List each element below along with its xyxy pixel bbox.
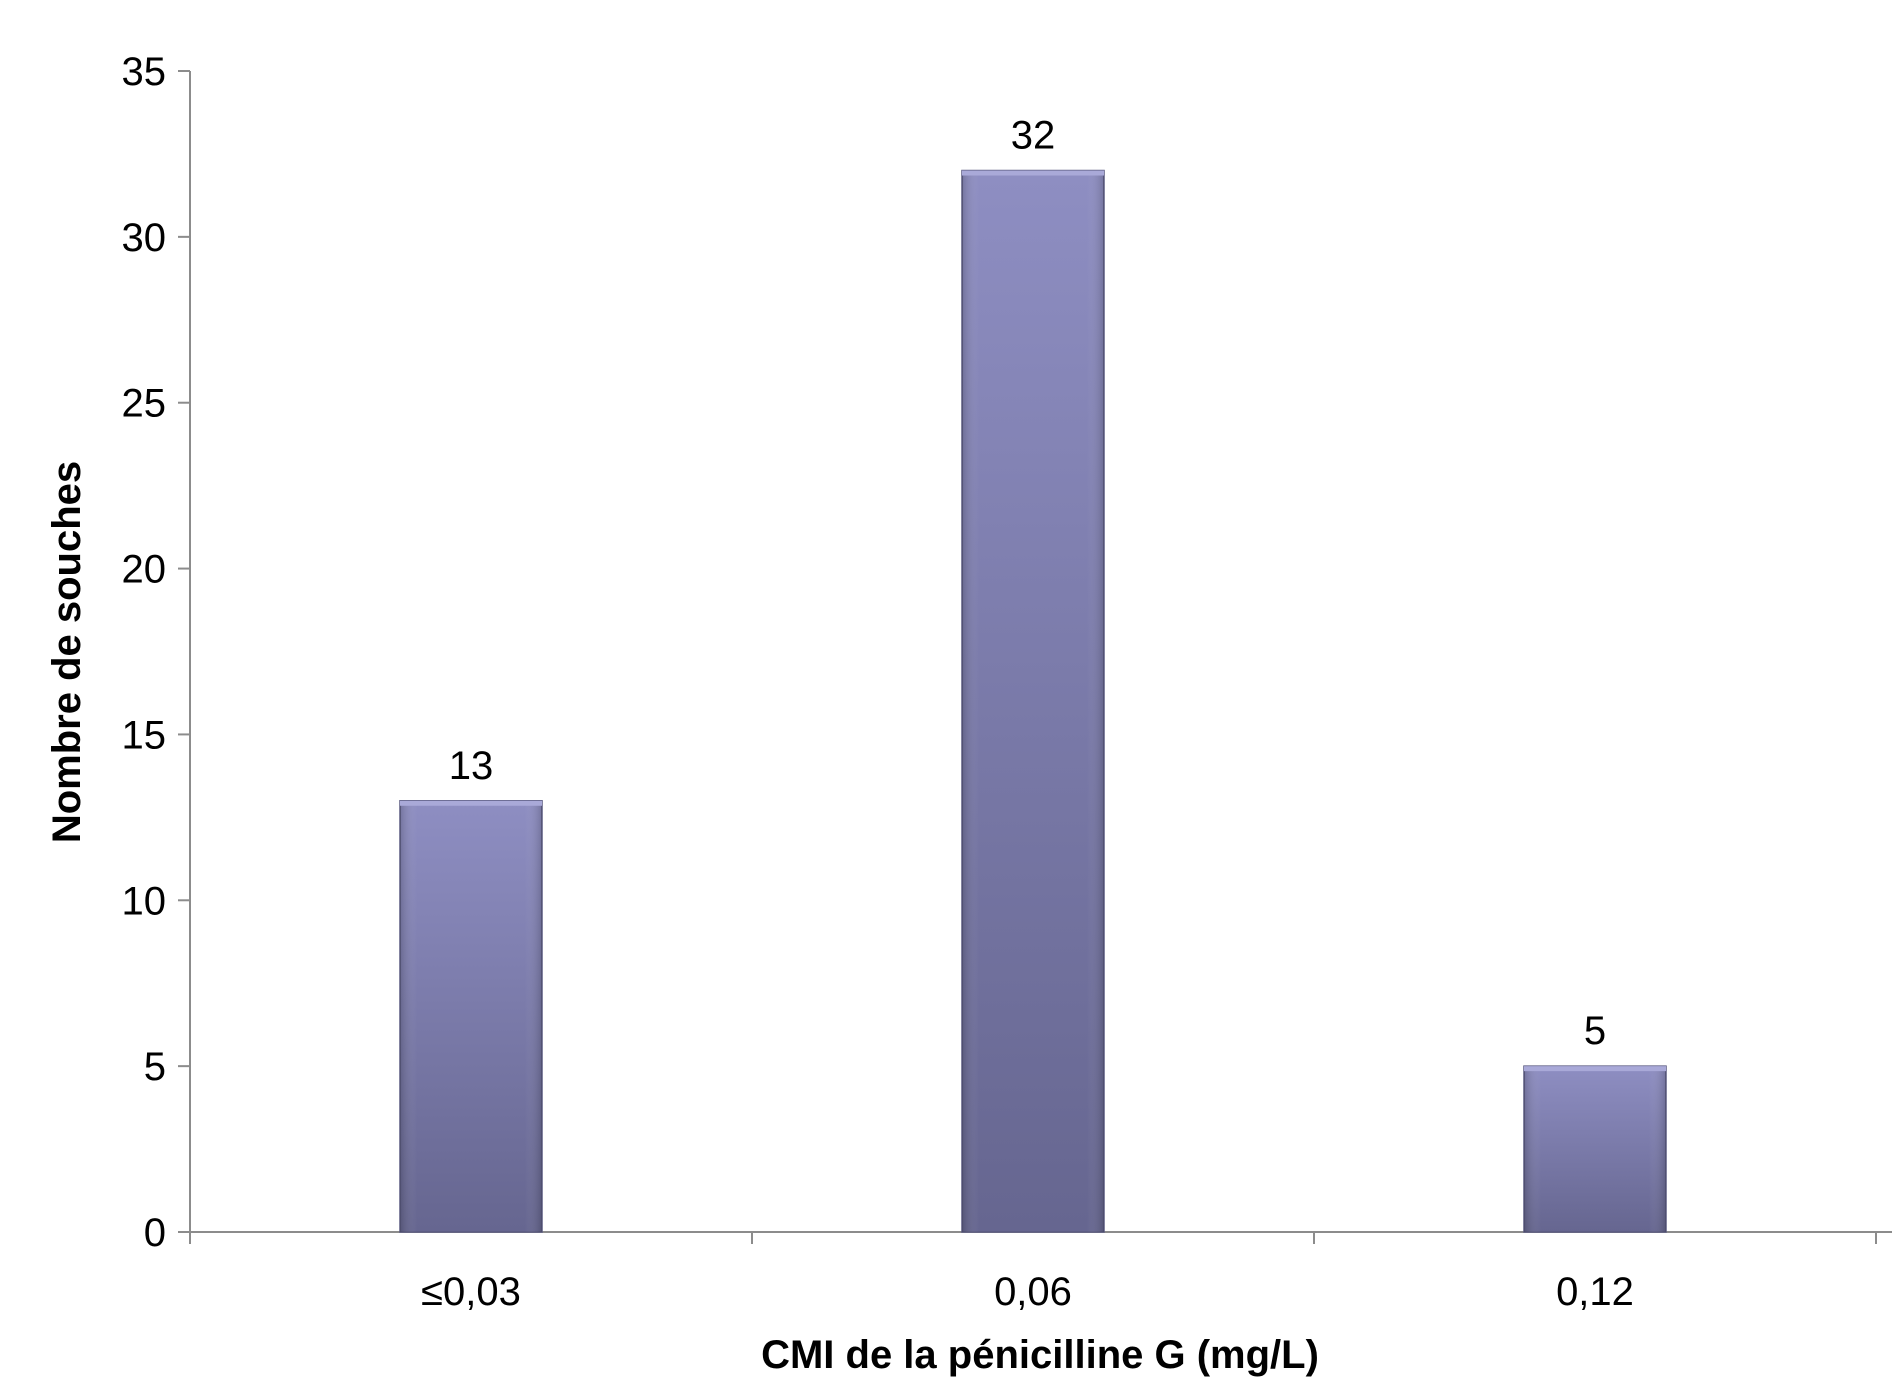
x-axis xyxy=(189,1231,1892,1244)
x-tick-label-2: 0,12 xyxy=(1556,1270,1634,1314)
y-tick-label: 25 xyxy=(122,382,167,426)
y-axis-title: Nombre de souches xyxy=(45,461,89,843)
bar-top-highlight-0 xyxy=(400,800,542,806)
bar-shading-0 xyxy=(400,800,542,1232)
x-axis-title: CMI de la pénicilline G (mg/L) xyxy=(761,1333,1319,1377)
data-label-1: 32 xyxy=(1011,114,1056,158)
y-tick-label: 35 xyxy=(122,50,167,94)
bar-top-highlight-1 xyxy=(962,170,1104,176)
y-tick-label: 0 xyxy=(144,1211,166,1255)
y-axis: 0 5 10 15 20 25 30 35 xyxy=(122,50,191,1255)
data-label-0: 13 xyxy=(449,744,494,788)
bar-shading-1 xyxy=(962,170,1104,1232)
bar-top-highlight-2 xyxy=(1524,1066,1666,1072)
y-tick-label: 15 xyxy=(122,713,167,757)
category-labels: ≤0,03 0,06 0,12 xyxy=(421,1270,1634,1314)
y-tick-label: 5 xyxy=(144,1045,166,1089)
x-ticks xyxy=(189,1232,1877,1244)
bar-shading-2 xyxy=(1524,1066,1666,1232)
bars xyxy=(399,169,1667,1233)
x-tick-label-1: 0,06 xyxy=(994,1270,1072,1314)
y-tick-label: 30 xyxy=(122,216,167,260)
y-tick-label: 20 xyxy=(122,548,167,592)
x-tick-label-0: ≤0,03 xyxy=(421,1270,521,1314)
data-label-2: 5 xyxy=(1584,1009,1606,1053)
y-tick-label: 10 xyxy=(122,879,167,923)
data-labels: 13 32 5 xyxy=(449,114,1606,1054)
y-ticks: 0 5 10 15 20 25 30 35 xyxy=(122,50,190,1255)
